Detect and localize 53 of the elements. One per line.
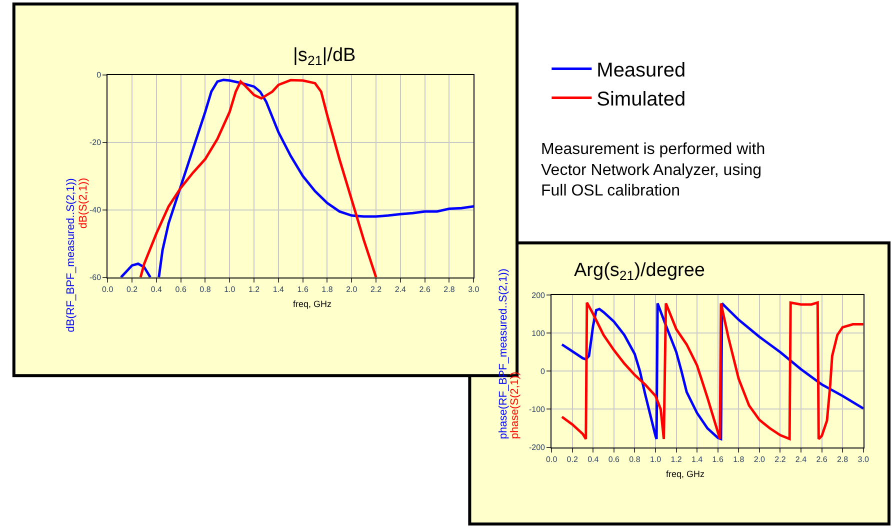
x-tick-label: 1.8 (322, 284, 334, 294)
x-tick-label: 3.0 (858, 454, 870, 464)
text: phase(RF_BPF_measured..S(2,1)) (497, 268, 510, 440)
x-tick-label: 2.4 (795, 454, 808, 464)
y-tick-label: 0 (540, 366, 546, 376)
x-tick-label: 2.0 (346, 284, 358, 294)
y-tick-label: 100 (532, 328, 546, 338)
text: Measurement is performed with Vector Network Analyzer, using Full OSL calibration (541, 141, 766, 200)
y-tick-label: -20 (89, 138, 102, 148)
x-tick-label: 0.4 (150, 284, 163, 294)
y-tick-label: 0 (96, 70, 102, 80)
x-tick-label: 0.2 (126, 284, 138, 294)
x-tick-label: 2.6 (419, 284, 431, 294)
y-tick-label: -60 (89, 273, 102, 282)
x-tick-label: 0.0 (102, 284, 114, 294)
x-tick-label: 1.0 (650, 454, 662, 464)
x-tick-label: 1.6 (297, 284, 309, 294)
chart-title: |s$_{21}$|/dB (293, 45, 356, 68)
x-tick-label: 1.0 (224, 284, 236, 294)
x-tick-label: 3.0 (468, 284, 480, 294)
x-tick-label: 2.4 (394, 284, 407, 294)
x-tick-label: 0.2 (566, 454, 578, 464)
x-tick-label: 2.2 (774, 454, 786, 464)
x-tick-label: 1.2 (670, 454, 682, 464)
x-tick-label: 2.2 (370, 284, 382, 294)
x-tick-label: 2.0 (754, 454, 766, 464)
x-tick-label: 1.4 (692, 454, 704, 464)
x-axis-title: freq, GHz (666, 469, 706, 479)
legend-label: Simulated (596, 88, 686, 111)
y-tick-label: 200 (532, 290, 546, 300)
x-tick-label: 0.4 (588, 454, 600, 464)
x-tick-label: 0.0 (546, 454, 558, 464)
text: dB(RF_BPF_measured..S(2,1)) (65, 178, 78, 332)
text: dB(S(2,1)) (78, 178, 90, 229)
x-tick-label: 1.8 (733, 454, 745, 464)
x-tick-label: 0.8 (200, 284, 212, 294)
x-tick-label: 0.8 (629, 454, 641, 464)
chart-title: Arg(s$_{21}$)/degree (574, 260, 705, 283)
x-axis-title: freq, GHz (293, 299, 332, 309)
x-tick-label: 1.4 (272, 284, 285, 294)
x-tick-label: 0.6 (608, 454, 620, 464)
x-tick-label: 1.2 (248, 284, 260, 294)
y-tick-label: -200 (528, 443, 546, 452)
x-tick-label: 2.6 (816, 454, 828, 464)
x-tick-label: 2.8 (837, 454, 849, 464)
line-series (139, 78, 378, 278)
y-tick-label: -40 (89, 206, 102, 215)
x-tick-label: 1.6 (712, 454, 724, 464)
x-tick-label: 0.6 (175, 284, 187, 294)
x-tick-label: 2.8 (444, 284, 456, 294)
legend-label: Measured (596, 60, 686, 82)
text: phase(S(2,1)) (509, 372, 522, 440)
y-tick-label: -100 (528, 405, 546, 414)
